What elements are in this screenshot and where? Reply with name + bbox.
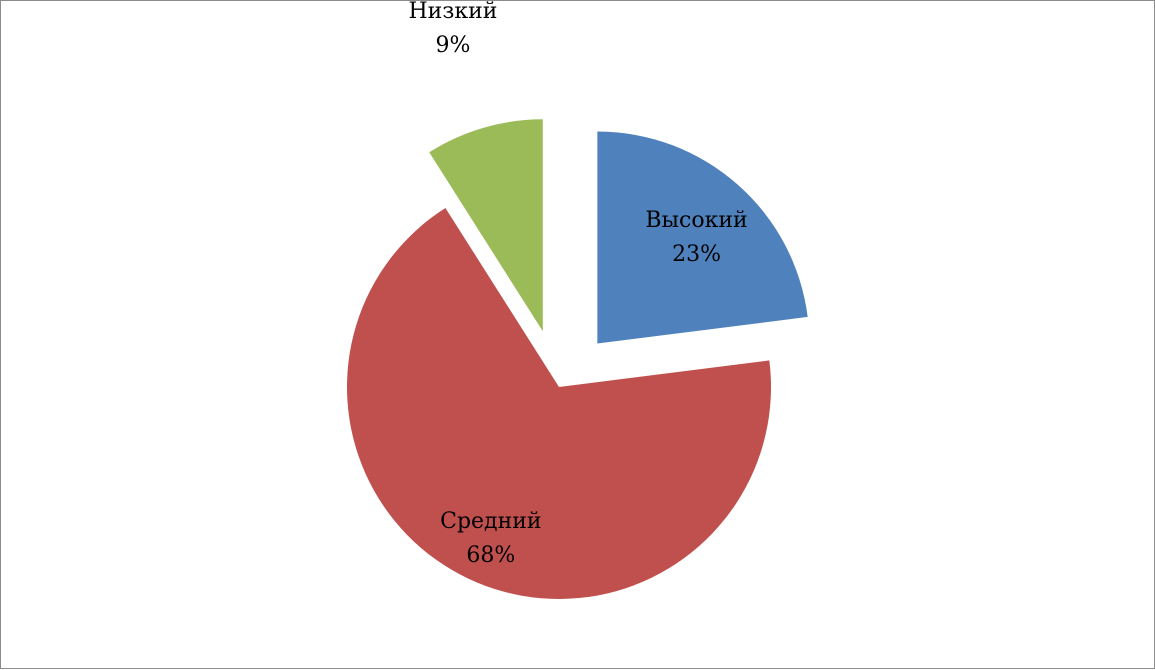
slice-label-name-2: Средний <box>440 509 541 534</box>
slice-label-percent-1: 23% <box>672 242 721 267</box>
pie-slice-3 <box>429 119 543 332</box>
pie-slice-2 <box>347 208 771 599</box>
slice-label-name-3: Низкий <box>409 1 498 24</box>
slice-label-percent-2: 68% <box>466 543 515 568</box>
pie-slice-1 <box>597 131 808 344</box>
slice-label-percent-3: 9% <box>436 33 471 58</box>
slice-label-name-1: Высокий <box>645 208 747 233</box>
